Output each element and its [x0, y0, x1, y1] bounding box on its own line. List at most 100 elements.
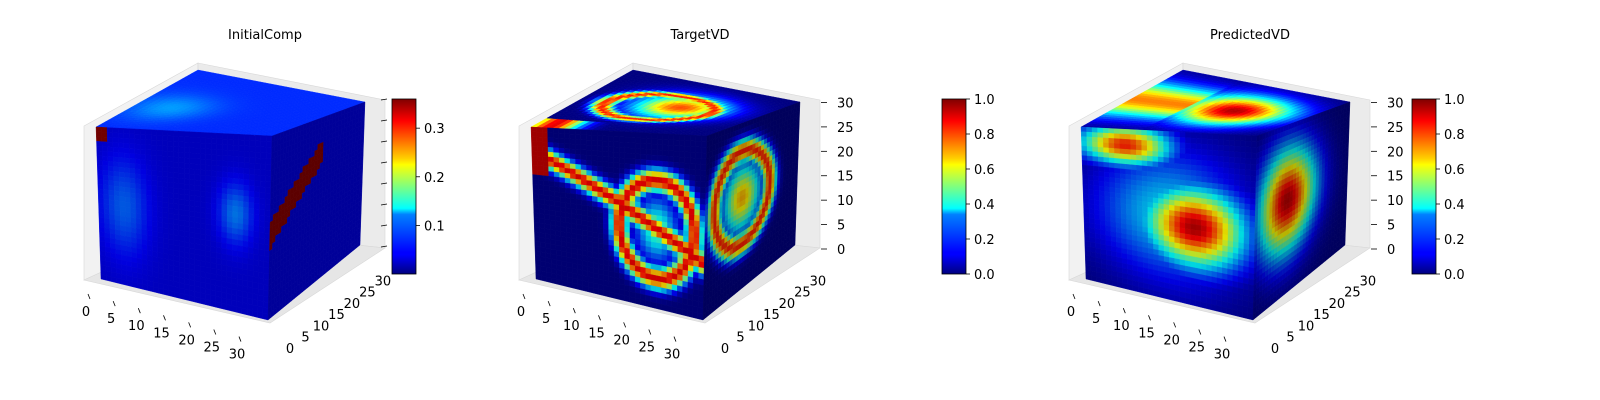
voxel-cell: [200, 185, 207, 192]
voxel-cell: [107, 141, 114, 148]
voxel-cell: [559, 162, 566, 169]
voxel-cell: [537, 150, 544, 157]
voxel-cell: [161, 130, 168, 137]
voxel-cell: [151, 165, 158, 172]
voxel-cell: [541, 132, 548, 138]
voxel-cell: [210, 229, 217, 237]
voxel-cell: [673, 134, 680, 141]
voxel-cell: [564, 177, 571, 184]
voxel-cell: [151, 205, 158, 212]
voxel-cell: [259, 214, 266, 222]
colorbar-tick-label: 0.3: [424, 122, 445, 137]
voxel-cell: [619, 293, 625, 302]
voxel-cell: [216, 171, 223, 178]
voxel-cell: [564, 163, 571, 169]
voxel-cell: [227, 144, 234, 151]
voxel-cell: [106, 127, 113, 133]
voxel-cell: [569, 138, 576, 145]
voxel-cell: [559, 187, 566, 194]
voxel-cell: [253, 231, 260, 239]
voxel-cell: [532, 179, 539, 185]
voxel-cell: [101, 127, 108, 133]
voxel-cell: [558, 147, 565, 154]
voxel-cell: [264, 238, 270, 246]
voxel-cell: [232, 167, 239, 174]
voxel-cell: [618, 157, 625, 164]
voxel-cell: [173, 182, 179, 189]
voxel-cell: [146, 184, 153, 191]
voxel-cell: [249, 162, 256, 170]
voxel-cell: [667, 227, 673, 235]
voxel-cell: [608, 172, 614, 179]
voxel-cell: [591, 170, 598, 177]
voxel-cell: [249, 168, 256, 175]
x-tick-mark: [112, 300, 116, 307]
voxel-cell: [150, 134, 157, 141]
voxel-cell: [200, 222, 206, 230]
voxel-cell: [151, 159, 158, 166]
voxel-cell: [586, 185, 593, 192]
voxel-cell: [152, 286, 159, 294]
voxel-cell: [635, 222, 641, 230]
voxel-cell: [130, 197, 137, 204]
voxel-cell: [232, 194, 239, 202]
voxel-cell: [634, 297, 641, 305]
voxel-cell: [238, 134, 245, 141]
voxel-cell: [97, 174, 104, 181]
voxel-cell: [260, 169, 267, 176]
voxel-cell: [106, 132, 113, 138]
voxel-cell: [662, 139, 669, 146]
voxel-cell: [538, 184, 545, 191]
x-tick-label: 30: [229, 348, 246, 363]
voxel-cell: [163, 288, 170, 296]
voxel-cell: [119, 181, 126, 188]
voxel-cell: [613, 146, 620, 153]
voxel-cell: [167, 207, 174, 215]
voxel-cell: [200, 180, 207, 187]
x-tick-mark: [137, 308, 141, 314]
voxel-cell: [537, 155, 544, 162]
voxel-cell: [575, 159, 582, 165]
voxel-cell: [113, 156, 120, 163]
voxel-cell: [134, 163, 141, 170]
voxel-cell: [656, 198, 663, 206]
voxel-cell: [263, 244, 270, 252]
voxel-cell: [624, 168, 631, 175]
voxel-cell: [629, 195, 636, 203]
voxel-cell: [130, 187, 136, 194]
voxel-cell: [200, 142, 207, 149]
voxel-cell: [237, 228, 244, 236]
voxel-cell: [242, 223, 249, 231]
voxel-cell: [607, 146, 614, 153]
voxel-cell: [629, 179, 636, 187]
voxel-cell: [123, 157, 130, 164]
voxel-cell: [205, 148, 212, 155]
voxel-cell: [591, 140, 598, 146]
x-tick-label: 20: [178, 333, 195, 348]
voxel-cell: [117, 127, 124, 134]
voxel-cell: [635, 190, 641, 198]
voxel-cell: [667, 216, 674, 224]
voxel-cell: [264, 215, 271, 223]
voxel-cell: [564, 153, 571, 159]
voxel-cell: [189, 189, 196, 197]
voxel-cell: [200, 158, 207, 166]
voxel-cell: [157, 196, 163, 203]
voxel-cell: [107, 151, 114, 158]
voxel-cell: [624, 179, 631, 186]
voxel-cell: [189, 131, 196, 138]
voxel-cell: [183, 199, 190, 206]
voxel-cell: [243, 179, 250, 186]
voxel-cell: [221, 166, 228, 173]
voxel-cell: [672, 228, 679, 236]
voxel-cell: [645, 219, 652, 226]
voxel-cell: [532, 183, 539, 190]
voxel-cell: [613, 141, 620, 148]
voxel-cell: [145, 154, 152, 161]
voxel-cell: [580, 159, 587, 166]
voxel-cell: [200, 196, 206, 203]
voxel-cell: [656, 193, 663, 200]
voxel-cell: [537, 179, 544, 186]
voxel-cell: [216, 203, 223, 211]
